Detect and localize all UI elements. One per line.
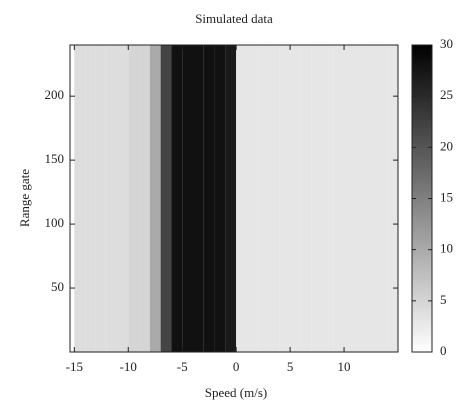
heat-cell — [246, 45, 258, 352]
heat-cell — [95, 45, 107, 352]
heat-cell — [85, 45, 96, 352]
y-tick-label: 200 — [45, 87, 65, 102]
heat-cell — [387, 45, 398, 352]
colorbar-tick-label: 20 — [440, 138, 453, 153]
colorbar-tick-label: 10 — [440, 241, 453, 256]
heat-cell — [117, 45, 129, 352]
heat-cell — [311, 45, 323, 352]
colorbar-tick-label: 5 — [440, 292, 447, 307]
heat-cell — [236, 45, 247, 352]
chart-title: Simulated data — [195, 11, 273, 26]
heat-cell — [290, 45, 301, 352]
heat-cell — [376, 45, 388, 352]
heat-cell — [268, 45, 280, 352]
y-axis-label: Range gate — [17, 169, 32, 227]
heat-cell — [365, 45, 377, 352]
y-tick-label: 50 — [51, 279, 64, 294]
y-tick-label: 150 — [45, 151, 65, 166]
heat-cell — [257, 45, 269, 352]
colorbar-tick-label: 30 — [440, 36, 453, 51]
heat-cell — [182, 45, 193, 352]
x-axis-label: Speed (m/s) — [205, 385, 267, 400]
heat-cell — [322, 45, 334, 352]
x-tick-label: -5 — [177, 359, 188, 374]
x-tick-label: 0 — [233, 359, 240, 374]
colorbar-tick-label: 25 — [440, 87, 453, 102]
heat-cell — [149, 45, 161, 352]
heat-cell — [139, 45, 150, 352]
heat-cell — [171, 45, 183, 352]
heat-cell — [74, 45, 86, 352]
heat-cell — [300, 45, 312, 352]
heat-cell — [354, 45, 366, 352]
heat-cell — [225, 45, 237, 352]
heat-cell — [128, 45, 140, 352]
heat-cell — [279, 45, 291, 352]
plot-frame — [69, 44, 399, 353]
heat-cell — [333, 45, 345, 352]
heat-cell — [214, 45, 226, 352]
x-tick-label: -15 — [66, 359, 83, 374]
heat-cell — [106, 45, 118, 352]
colorbar-tick-label: 0 — [440, 343, 447, 358]
heat-cell — [160, 45, 172, 352]
heat-cell — [344, 45, 355, 352]
heat-cell — [193, 45, 204, 352]
x-tick-label: -10 — [120, 359, 137, 374]
heat-cell — [203, 45, 215, 352]
y-tick-label: 100 — [45, 215, 65, 230]
x-tick-label: 10 — [338, 359, 351, 374]
x-tick-label: 5 — [287, 359, 294, 374]
colorbar-tick-label: 15 — [440, 189, 453, 204]
